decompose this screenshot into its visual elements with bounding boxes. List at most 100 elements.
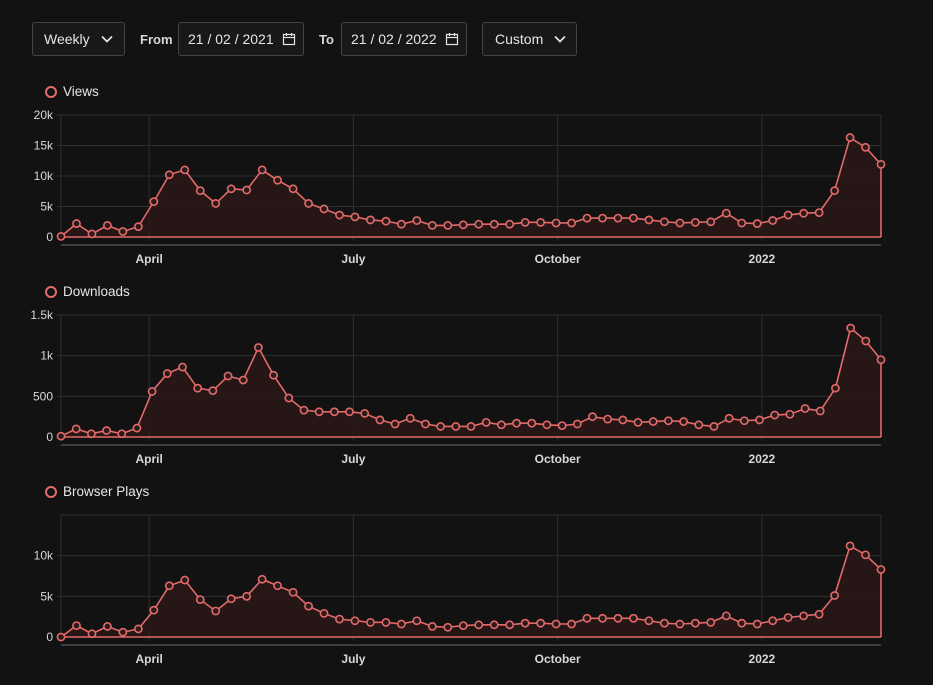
data-point: [588, 412, 597, 422]
data-point: [737, 218, 747, 228]
data-point: [567, 619, 576, 629]
data-point: [390, 419, 400, 429]
data-point: [180, 165, 190, 175]
data-point: [572, 419, 582, 429]
data-point: [254, 343, 263, 352]
chevron-down-icon: [101, 35, 113, 43]
x-tick-label: 2022: [749, 652, 776, 666]
data-point: [193, 383, 203, 393]
data-point: [783, 613, 793, 622]
data-point: [613, 613, 623, 623]
data-point: [288, 184, 298, 194]
data-point: [536, 618, 546, 628]
data-point: [520, 618, 530, 628]
data-point: [257, 574, 267, 584]
data-point: [162, 369, 172, 378]
downloads-chart: Downloads 0 500 1k 1.5k April July October 2022: [0, 282, 933, 472]
data-point: [288, 587, 298, 597]
data-point: [785, 409, 795, 419]
series-area: [61, 545, 881, 637]
data-point: [660, 618, 669, 628]
interval-select[interactable]: Weekly: [32, 22, 125, 56]
data-point: [815, 406, 825, 416]
data-point: [412, 616, 422, 626]
data-point: [876, 565, 886, 574]
data-point: [861, 336, 871, 346]
y-tick-label: 5k: [40, 589, 54, 603]
y-tick-label: 10k: [34, 549, 54, 563]
x-tick-label: October: [535, 252, 581, 266]
data-point: [489, 620, 499, 630]
data-point: [72, 621, 81, 631]
data-point: [242, 591, 252, 601]
data-point: [427, 622, 437, 631]
data-point: [329, 407, 339, 417]
data-point: [505, 620, 515, 630]
data-point: [474, 219, 484, 229]
data-point: [117, 429, 127, 439]
data-point: [443, 221, 453, 230]
data-point: [694, 420, 704, 430]
data-point: [345, 407, 354, 417]
data-point: [536, 217, 546, 227]
y-tick-label: 15k: [34, 139, 54, 153]
x-tick-label: July: [341, 452, 365, 466]
data-point: [133, 624, 143, 634]
x-tick-label: July: [341, 652, 365, 666]
y-tick-label: 0: [46, 230, 53, 244]
data-point: [830, 186, 839, 196]
data-point: [211, 199, 221, 208]
data-point: [226, 594, 236, 604]
data-point: [56, 231, 66, 241]
data-point: [752, 219, 762, 228]
data-point: [721, 611, 731, 621]
data-point: [629, 613, 638, 623]
series-area: [61, 328, 881, 437]
series-area: [61, 137, 881, 237]
data-point: [149, 605, 159, 615]
data-point: [87, 229, 97, 239]
data-point: [660, 217, 669, 227]
data-point: [648, 417, 658, 426]
data-point: [466, 422, 476, 431]
views-legend[interactable]: Views: [45, 84, 99, 99]
data-point: [132, 423, 142, 433]
data-point: [598, 613, 607, 623]
data-point: [118, 227, 128, 236]
toolbar: Weekly From 21 / 02 / 2021 To 21 / 02 / …: [0, 0, 933, 70]
chevron-down-icon: [554, 35, 566, 43]
data-point: [87, 629, 97, 639]
data-point: [443, 622, 453, 632]
data-point: [706, 617, 716, 627]
data-point: [335, 614, 344, 624]
y-tick-label: 0: [46, 430, 53, 444]
data-point: [56, 632, 66, 642]
downloads-legend[interactable]: Downloads: [45, 284, 130, 299]
data-point: [474, 620, 484, 630]
calendar-icon[interactable]: [445, 32, 459, 46]
data-point: [799, 611, 809, 621]
data-point: [542, 420, 552, 430]
x-tick-label: October: [535, 452, 581, 466]
data-point: [489, 219, 499, 229]
data-point: [396, 219, 406, 229]
views-plot: 0 5k 10k 15k 20k April July October 2022: [34, 108, 886, 266]
downloads-plot: 0 500 1k 1.5k April July October 2022: [30, 308, 886, 466]
data-point: [71, 424, 81, 434]
data-point: [783, 210, 793, 220]
data-point: [737, 618, 747, 628]
data-point: [381, 617, 391, 627]
to-date-input[interactable]: 21 / 02 / 2022: [341, 22, 467, 56]
data-point: [644, 215, 654, 225]
data-point: [527, 418, 537, 428]
browser-plays-legend[interactable]: Browser Plays: [45, 484, 149, 499]
from-date-input[interactable]: 21 / 02 / 2021: [178, 22, 304, 56]
data-point: [481, 417, 491, 427]
y-tick-label: 1.5k: [30, 308, 54, 322]
data-point: [86, 429, 96, 439]
data-point: [257, 165, 267, 175]
data-point: [830, 591, 839, 600]
calendar-icon[interactable]: [282, 32, 296, 46]
data-point: [633, 417, 643, 427]
range-select[interactable]: Custom: [482, 22, 577, 56]
